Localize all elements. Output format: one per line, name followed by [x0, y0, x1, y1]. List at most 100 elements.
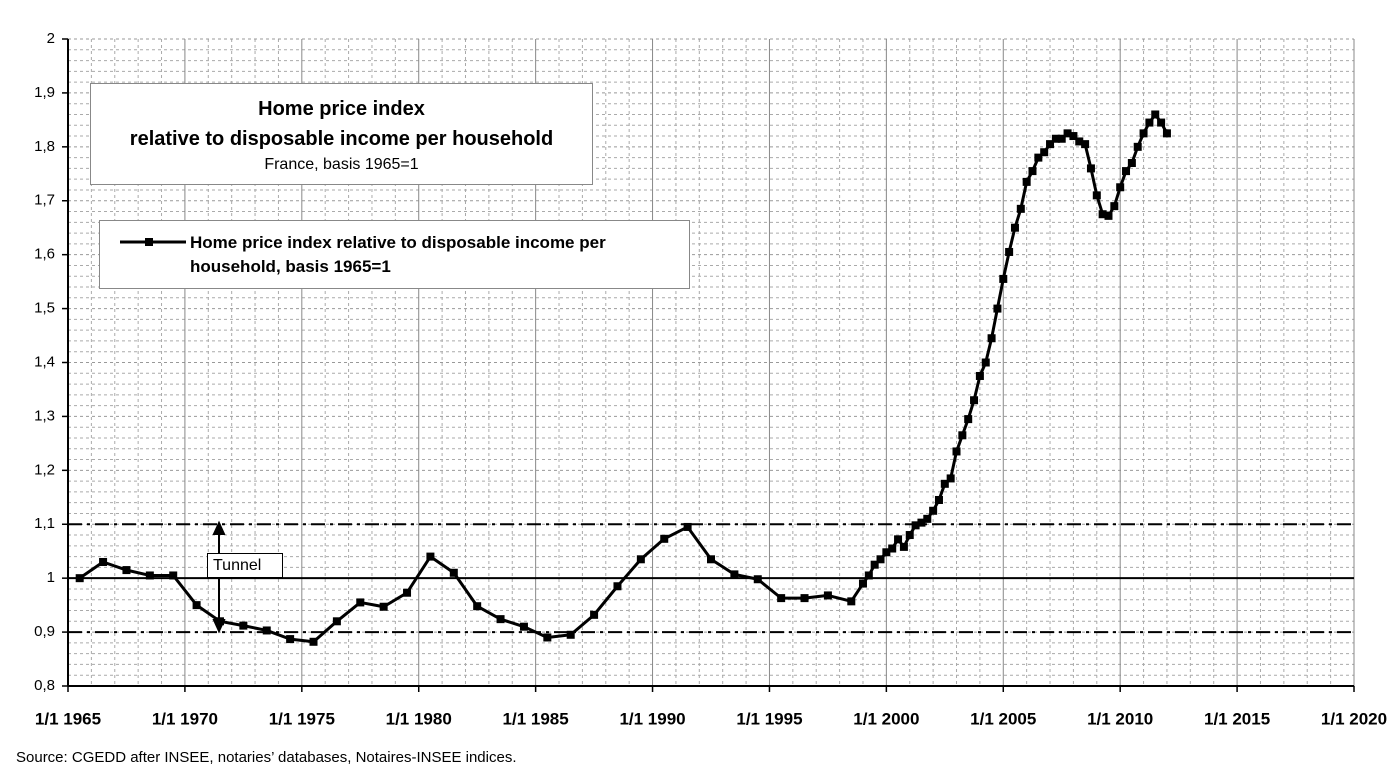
data-point: [426, 552, 435, 561]
data-point: [858, 579, 867, 588]
data-point: [496, 615, 505, 624]
data-point: [1122, 167, 1131, 176]
title-box: Home price index relative to disposable …: [90, 83, 593, 185]
data-point: [449, 568, 458, 577]
x-tick-label: 1/1 1970: [152, 709, 218, 728]
data-point: [332, 617, 341, 626]
data-point: [1010, 223, 1019, 232]
data-point: [882, 548, 891, 557]
data-point: [987, 334, 996, 343]
data-point: [122, 566, 131, 575]
source-note: Source: CGEDD after INSEE, notaries’ dat…: [16, 749, 517, 766]
legend-swatch: [120, 238, 186, 246]
data-point: [946, 474, 955, 483]
data-point: [379, 602, 388, 611]
chart-subtitle: France, basis 1965=1: [264, 156, 419, 173]
data-point: [958, 431, 967, 440]
data-point: [970, 396, 979, 405]
legend: Home price index relative to disposable …: [99, 220, 690, 289]
data-point: [613, 582, 622, 591]
data-point: [1028, 167, 1037, 176]
data-point: [917, 518, 926, 527]
data-point: [730, 570, 739, 579]
y-tick-label: 1,9: [34, 84, 55, 101]
data-point: [864, 571, 873, 580]
data-point: [964, 415, 973, 424]
y-tick-label: 1,7: [34, 192, 55, 209]
y-tick-label: 1,6: [34, 246, 55, 263]
data-point: [753, 575, 762, 584]
chart-title: relative to disposable income per househ…: [129, 128, 554, 150]
x-tick-label: 1/1 1980: [386, 709, 452, 728]
data-point: [286, 635, 295, 644]
data-point: [1063, 129, 1072, 138]
arrow-head: [212, 520, 226, 535]
data-point: [1104, 211, 1113, 220]
data-point: [923, 514, 932, 523]
y-tick-label: 1,8: [34, 138, 55, 155]
annotation: Tunnel: [207, 553, 283, 578]
data-point: [707, 555, 715, 564]
data-point: [169, 571, 178, 580]
data-point: [1110, 202, 1119, 211]
data-point: [888, 544, 897, 553]
axes: 0,8 0,9 1 1,1 1,2 1,3 1,4 1,5 1,6 1,7 1,8 1,9 2 1/1 1…: [34, 30, 1387, 729]
data-point: [566, 630, 575, 639]
chart-title: Home price index: [258, 98, 425, 120]
y-tick-label: 1,2: [34, 461, 55, 478]
data-point: [590, 610, 599, 619]
data-point: [145, 571, 154, 580]
data-point: [1075, 137, 1084, 146]
data-point: [1081, 140, 1090, 149]
data-point: [1046, 140, 1055, 149]
data-point: [1022, 177, 1031, 186]
data-point: [1005, 247, 1014, 256]
x-tick-label: 1/1 1990: [619, 709, 685, 728]
data-point: [356, 598, 365, 607]
data-point: [952, 447, 961, 456]
data-point: [473, 602, 482, 611]
plot: [75, 110, 1171, 646]
data-point: [1139, 129, 1148, 138]
data-point: [929, 506, 938, 515]
data-point: [847, 597, 856, 606]
x-tick-label: 1/1 2020: [1321, 709, 1387, 728]
data-point: [1086, 164, 1095, 173]
data-point: [215, 617, 224, 626]
y-tick-label: 0,9: [34, 623, 55, 640]
data-point: [905, 531, 914, 540]
data-point: [1092, 191, 1101, 200]
data-point: [1034, 153, 1043, 162]
data-point: [911, 521, 920, 530]
data-point: [99, 557, 108, 566]
legend-label: Home price index relative to disposable …: [190, 233, 606, 276]
y-tick-label: 1,4: [34, 353, 55, 370]
data-point: [75, 574, 84, 583]
data-point: [870, 560, 879, 569]
data-point: [309, 637, 318, 646]
data-point: [1016, 204, 1025, 213]
x-tick-label: 1/1 2000: [853, 709, 919, 728]
data-point: [993, 304, 1002, 313]
x-tick-label: 1/1 1965: [35, 709, 101, 728]
x-tick-label: 1/1 1975: [269, 709, 335, 728]
y-tick-label: 1,3: [34, 407, 55, 424]
y-tick-label: 1,1: [34, 515, 55, 532]
x-tick-label: 1/1 2005: [970, 709, 1036, 728]
data-point: [975, 371, 984, 380]
data-point: [981, 358, 990, 367]
data-point: [823, 591, 832, 600]
data-point: [1133, 142, 1142, 151]
data-point: [1057, 134, 1066, 143]
data-point: [683, 522, 692, 531]
data-point: [777, 594, 786, 603]
data-point: [999, 274, 1008, 283]
legend-marker: [145, 238, 153, 246]
data-point: [1151, 110, 1160, 119]
data-point: [894, 535, 903, 544]
data-point: [403, 588, 412, 597]
data-point: [262, 626, 271, 635]
data-point: [660, 534, 669, 543]
data-point: [876, 555, 885, 564]
